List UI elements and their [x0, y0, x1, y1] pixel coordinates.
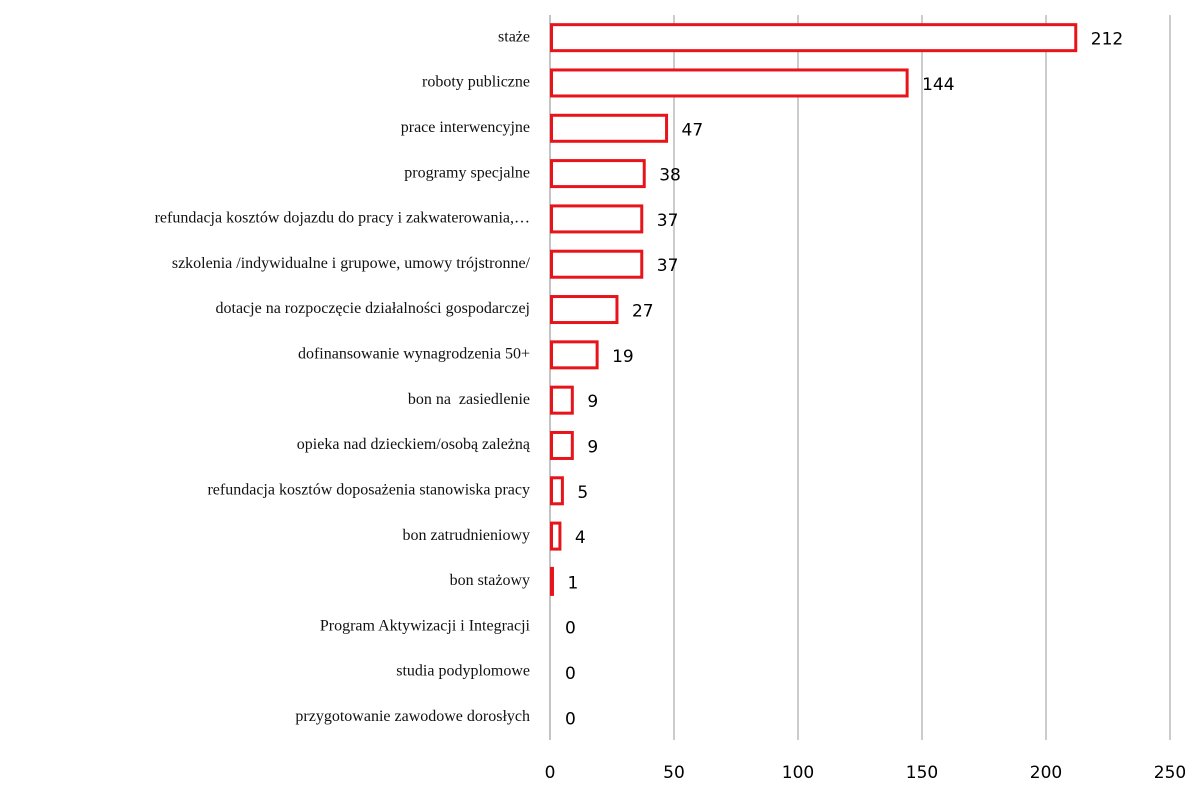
value-label: 212 [1091, 30, 1123, 50]
y-tick-label: szkolenia /indywidualne i grupowe, umowy… [172, 255, 531, 272]
value-label: 38 [659, 166, 681, 186]
bar [550, 68, 909, 98]
x-tick-label: 150 [906, 763, 938, 783]
value-label: 9 [587, 437, 598, 457]
value-label: 0 [565, 619, 576, 639]
bar [550, 476, 564, 506]
y-tick-label: studia podyplomowe [396, 663, 530, 680]
y-tick-label: bon zatrudnieniowy [402, 527, 530, 544]
bar [550, 23, 1078, 53]
value-label: 144 [922, 75, 954, 95]
y-tick-label: staże [498, 28, 530, 45]
bar [550, 566, 554, 596]
x-tick-label: 250 [1154, 763, 1186, 783]
value-label: 47 [682, 120, 704, 140]
y-tick-label: refundacja kosztów dojazdu do pracy i za… [155, 210, 530, 227]
bar [550, 249, 644, 279]
x-tick-label: 100 [782, 763, 814, 783]
value-label: 1 [567, 573, 578, 593]
value-label: 19 [612, 347, 634, 367]
value-label: 0 [565, 709, 576, 729]
value-label: 4 [575, 528, 586, 548]
x-tick-label: 200 [1030, 763, 1062, 783]
bar [550, 340, 599, 370]
y-tick-label: programy specjalne [404, 164, 530, 181]
value-label: 9 [587, 392, 598, 412]
y-tick-label: przygotowanie zawodowe dorosłych [295, 708, 530, 725]
y-tick-label: dotacje na rozpoczęcie działalności gosp… [216, 300, 531, 317]
bar [550, 159, 646, 189]
y-tick-label: Program Aktywizacji i Integracji [320, 617, 531, 634]
value-label: 37 [657, 256, 679, 276]
value-label: 0 [565, 664, 576, 684]
y-tick-label: bon na zasiedlenie [408, 391, 530, 408]
bar [550, 295, 619, 325]
y-tick-label: bon stażowy [450, 572, 530, 589]
y-tick-label: refundacja kosztów doposażenia stanowisk… [207, 481, 530, 498]
x-tick-label: 50 [663, 763, 685, 783]
bar [550, 521, 562, 551]
value-label: 37 [657, 211, 679, 231]
y-tick-label: dofinansowanie wynagrodzenia 50+ [298, 346, 530, 363]
bar [550, 204, 644, 234]
bar [550, 430, 574, 460]
bar [550, 385, 574, 415]
y-tick-label: roboty publiczne [422, 74, 530, 91]
y-tick-label: prace interwencyjne [401, 119, 530, 136]
value-label: 27 [632, 302, 654, 322]
y-tick-label: opieka nad dzieckiem/osobą zależną [297, 436, 531, 453]
x-tick-label: 0 [545, 763, 556, 783]
value-label: 5 [577, 483, 588, 503]
bar [550, 113, 669, 143]
